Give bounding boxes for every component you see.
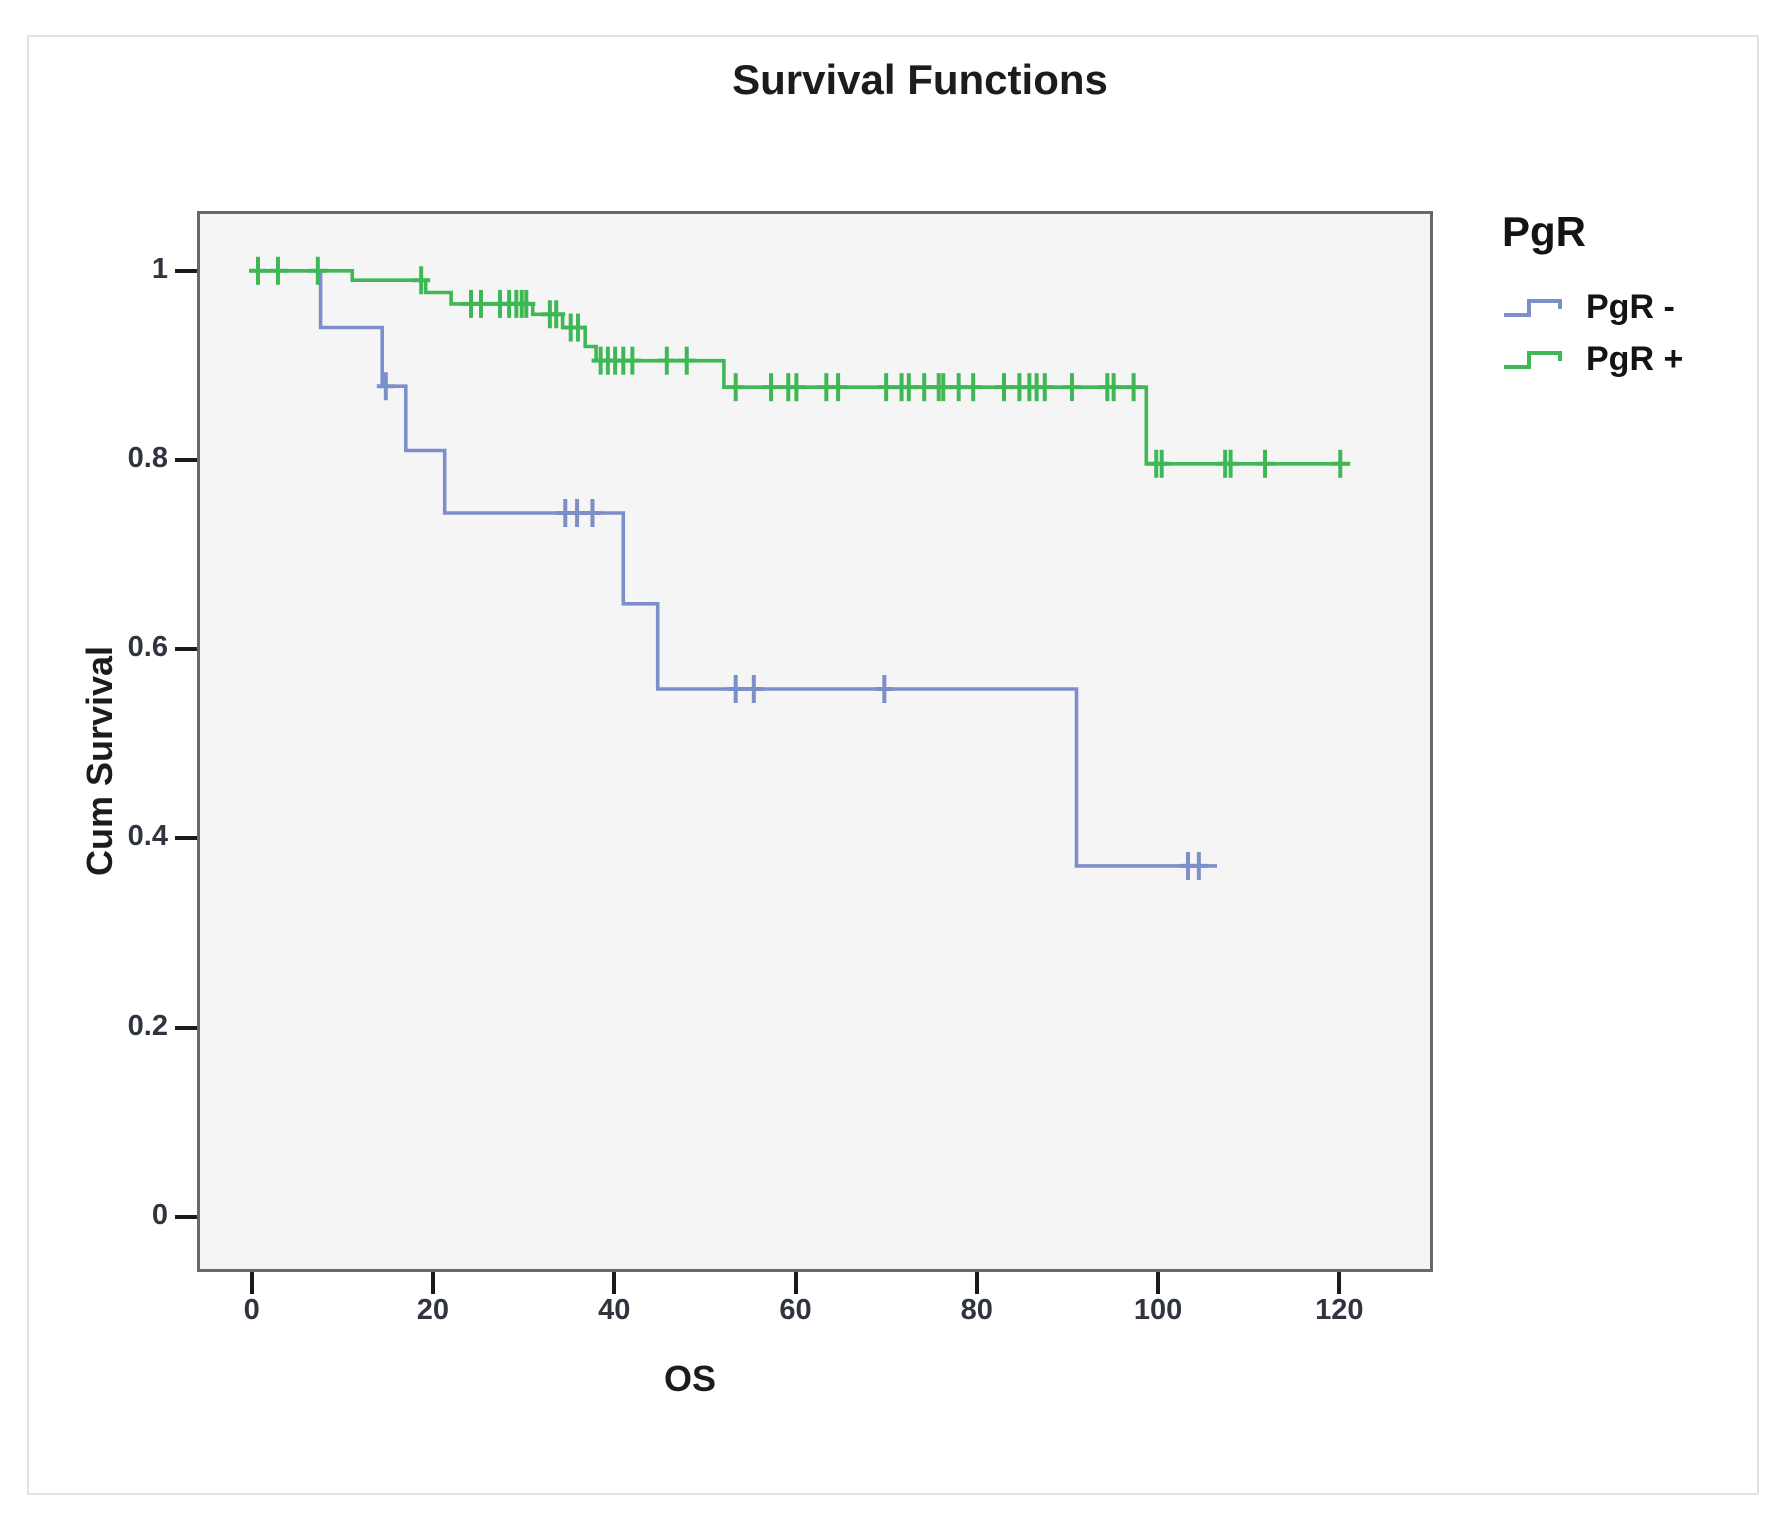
x-tick <box>249 1272 254 1294</box>
survival-curve-pgr-- <box>251 269 1217 868</box>
censor-mark <box>568 498 587 527</box>
legend-entry: PgR - <box>1502 288 1683 327</box>
legend-entries: PgR - PgR + <box>1502 288 1683 379</box>
x-tick-label: 100 <box>1133 1294 1183 1326</box>
censor-mark <box>308 256 327 285</box>
censor-mark <box>964 373 983 402</box>
y-tick <box>175 1214 197 1219</box>
y-tick-label: 0.6 <box>127 631 168 664</box>
x-tick <box>612 1272 617 1294</box>
censor-mark <box>787 373 806 402</box>
censor-mark <box>899 373 918 402</box>
y-tick-label: 0.8 <box>127 442 168 474</box>
y-tick <box>175 268 197 273</box>
x-tick-label: 0 <box>243 1294 260 1326</box>
censor-mark <box>1221 449 1240 478</box>
censor-mark <box>829 373 848 402</box>
y-axis-label: Cum Survival <box>79 645 120 877</box>
x-tick-label: 80 <box>960 1294 993 1326</box>
censor-mark <box>1256 449 1275 478</box>
y-tick <box>175 458 197 462</box>
y-tick-label: 1 <box>151 252 168 285</box>
legend-line-pgrminus-icon <box>1504 350 1562 369</box>
x-tick-label: 20 <box>416 1294 450 1326</box>
legend-entry-label: PgR + <box>1586 340 1684 378</box>
legend-entry: PgR + <box>1502 340 1683 379</box>
censor-mark <box>1331 449 1350 478</box>
censor-mark <box>568 313 587 342</box>
legend-entry-label: PgR - <box>1586 288 1675 326</box>
censor-mark <box>744 674 763 703</box>
legend-title: PgR <box>1502 208 1586 255</box>
y-tick <box>175 836 197 841</box>
censor-mark <box>657 346 676 375</box>
censor-mark <box>877 373 896 402</box>
x-tick <box>793 1272 798 1294</box>
censor-mark <box>547 300 566 329</box>
legend: PgR PgR - PgR + <box>1502 208 1683 392</box>
censor-mark <box>268 256 287 285</box>
x-tick <box>1156 1272 1161 1294</box>
censor-mark <box>726 674 745 703</box>
censor-mark <box>1189 851 1208 880</box>
censor-mark <box>1152 449 1171 478</box>
y-tick-label: 0.4 <box>127 820 168 853</box>
y-tick <box>175 1025 197 1030</box>
plot-area <box>197 211 1433 1272</box>
x-tick <box>974 1272 979 1294</box>
x-tick-label: 120 <box>1315 1294 1364 1326</box>
censor-mark <box>726 373 745 402</box>
censor-mark <box>994 373 1013 402</box>
censor-mark <box>517 289 536 318</box>
y-tick-label: 0.2 <box>127 1009 168 1042</box>
y-tick-label: 0 <box>151 1198 168 1231</box>
censor-mark <box>677 346 696 375</box>
censor-mark <box>623 346 642 375</box>
legend-line-pgr-minus-icon <box>1504 298 1562 317</box>
censor-mark <box>412 266 431 295</box>
survival-curve-pgr-+ <box>251 269 1351 466</box>
censor-mark <box>1035 373 1054 402</box>
censor-mark <box>934 373 953 402</box>
x-axis-label: OS <box>663 1358 716 1399</box>
survival-curves-svg <box>249 256 1351 880</box>
x-tick <box>1337 1272 1342 1294</box>
censor-mark <box>249 256 268 285</box>
x-tick-label: 60 <box>779 1294 812 1326</box>
chart-title: Survival Functions <box>732 56 1108 103</box>
censor-mark <box>875 674 894 703</box>
censor-mark <box>583 498 602 527</box>
censor-mark <box>1124 373 1143 402</box>
censor-mark <box>471 289 490 318</box>
censor-mark <box>376 372 395 401</box>
y-tick <box>175 647 197 652</box>
x-tick <box>430 1272 435 1294</box>
censor-mark <box>762 373 781 402</box>
x-tick-label: 40 <box>598 1294 631 1326</box>
censor-mark <box>1062 373 1081 402</box>
censor-mark <box>1104 373 1123 402</box>
